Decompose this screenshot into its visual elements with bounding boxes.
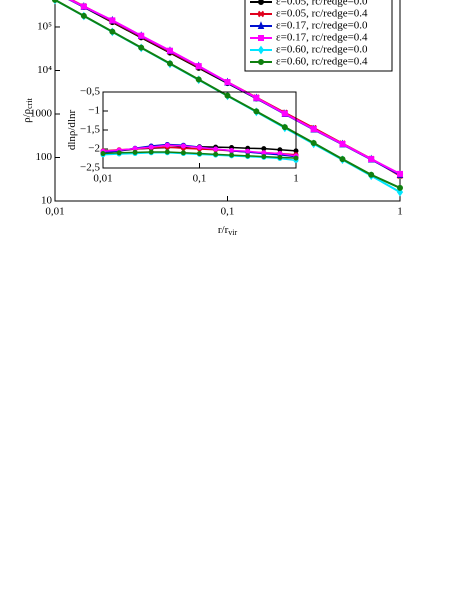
marker bbox=[310, 140, 317, 147]
marker bbox=[310, 126, 317, 133]
x-tick-label: 0,01 bbox=[93, 173, 112, 185]
legend-label: ε=0.17, rc/redge=0.0 bbox=[276, 20, 368, 32]
marker bbox=[109, 28, 116, 35]
y-tick-label: 10⁵ bbox=[37, 21, 52, 33]
marker bbox=[195, 76, 202, 83]
marker bbox=[80, 12, 87, 19]
legend-label: ε=0.05, rc/redge=0.0 bbox=[276, 0, 368, 8]
legend-label: ε=0.17, rc/redge=0.4 bbox=[276, 32, 368, 44]
y-tick-label: −1 bbox=[88, 105, 100, 117]
x-axis-label: r/rvir bbox=[218, 224, 238, 237]
marker bbox=[148, 149, 154, 155]
y-tick-label: −2 bbox=[88, 143, 100, 155]
marker bbox=[197, 144, 202, 150]
x-tick-label: 0,1 bbox=[193, 173, 207, 185]
legend-box bbox=[244, 0, 393, 72]
marker bbox=[257, 21, 265, 29]
marker bbox=[116, 150, 122, 156]
y-tick-label: −0,5 bbox=[80, 86, 100, 98]
marker bbox=[180, 150, 186, 156]
y-tick-label: 100 bbox=[36, 151, 53, 163]
marker bbox=[166, 47, 173, 54]
y-tick-label: 1000 bbox=[30, 108, 53, 120]
x-label-main: r/r bbox=[218, 224, 229, 236]
marker bbox=[397, 170, 403, 177]
y-label-sub: crit bbox=[25, 97, 34, 108]
plot-area: 0,01 0,1 1 10 100 1000 10⁴ 10⁵ bbox=[30, 0, 404, 218]
marker bbox=[213, 146, 219, 152]
y-axis-label: dlnρ/dlnr bbox=[66, 110, 78, 151]
legend-label: ε=0.60, rc/redge=0.0 bbox=[276, 44, 368, 56]
y-tick-label: −1,5 bbox=[80, 124, 100, 136]
marker bbox=[138, 44, 145, 51]
marker bbox=[180, 143, 186, 149]
legend-label: ε=0.05, rc/redge=0.4 bbox=[276, 8, 368, 20]
x-tick-label: 1 bbox=[293, 173, 299, 185]
marker bbox=[164, 142, 170, 148]
marker bbox=[164, 149, 170, 155]
x-tick-label: 0,01 bbox=[45, 206, 64, 218]
marker bbox=[52, 0, 58, 3]
y-tick-label: −2,5 bbox=[80, 162, 100, 174]
marker bbox=[253, 108, 260, 115]
marker bbox=[245, 148, 251, 154]
marker bbox=[197, 151, 202, 157]
marker bbox=[281, 124, 288, 131]
x-tick-label: 0,1 bbox=[221, 206, 235, 218]
marker bbox=[253, 94, 260, 101]
marker bbox=[213, 151, 219, 157]
marker bbox=[132, 149, 138, 155]
marker bbox=[195, 63, 202, 70]
legend-label: ε=0.60, rc/redge=0.4 bbox=[276, 56, 368, 68]
marker bbox=[109, 17, 116, 24]
y-axis-label: ρ/ρcrit bbox=[21, 97, 34, 122]
marker bbox=[368, 156, 375, 163]
marker bbox=[258, 35, 264, 41]
marker bbox=[281, 110, 288, 117]
marker bbox=[258, 59, 264, 65]
y-tick-label: 10⁴ bbox=[37, 64, 52, 76]
marker bbox=[293, 155, 299, 161]
marker bbox=[261, 146, 267, 152]
y-label-main: dlnρ/dlnr bbox=[66, 110, 78, 151]
marker bbox=[245, 153, 251, 159]
marker bbox=[138, 32, 145, 39]
marker bbox=[229, 148, 235, 154]
marker bbox=[261, 154, 267, 160]
y-label-main: ρ/ρ bbox=[21, 108, 33, 123]
marker bbox=[339, 140, 346, 147]
marker bbox=[166, 60, 173, 67]
marker bbox=[257, 45, 265, 55]
marker bbox=[224, 92, 231, 99]
y-tick-label: 10 bbox=[41, 195, 53, 207]
marker bbox=[339, 156, 346, 163]
marker bbox=[224, 79, 231, 86]
x-tick-label: 1 bbox=[397, 206, 403, 218]
marker bbox=[258, 0, 264, 5]
marker bbox=[368, 171, 375, 178]
marker bbox=[229, 152, 235, 158]
marker bbox=[277, 154, 283, 160]
marker bbox=[100, 151, 106, 157]
plot-area: 0,01 0,1 1 −0,5 −1 −1,5 −2 −2,5 bbox=[80, 86, 299, 185]
marker bbox=[148, 144, 154, 150]
marker bbox=[80, 3, 87, 10]
x-label-sub: vir bbox=[228, 228, 237, 237]
marker bbox=[257, 10, 265, 18]
marker bbox=[397, 184, 403, 191]
